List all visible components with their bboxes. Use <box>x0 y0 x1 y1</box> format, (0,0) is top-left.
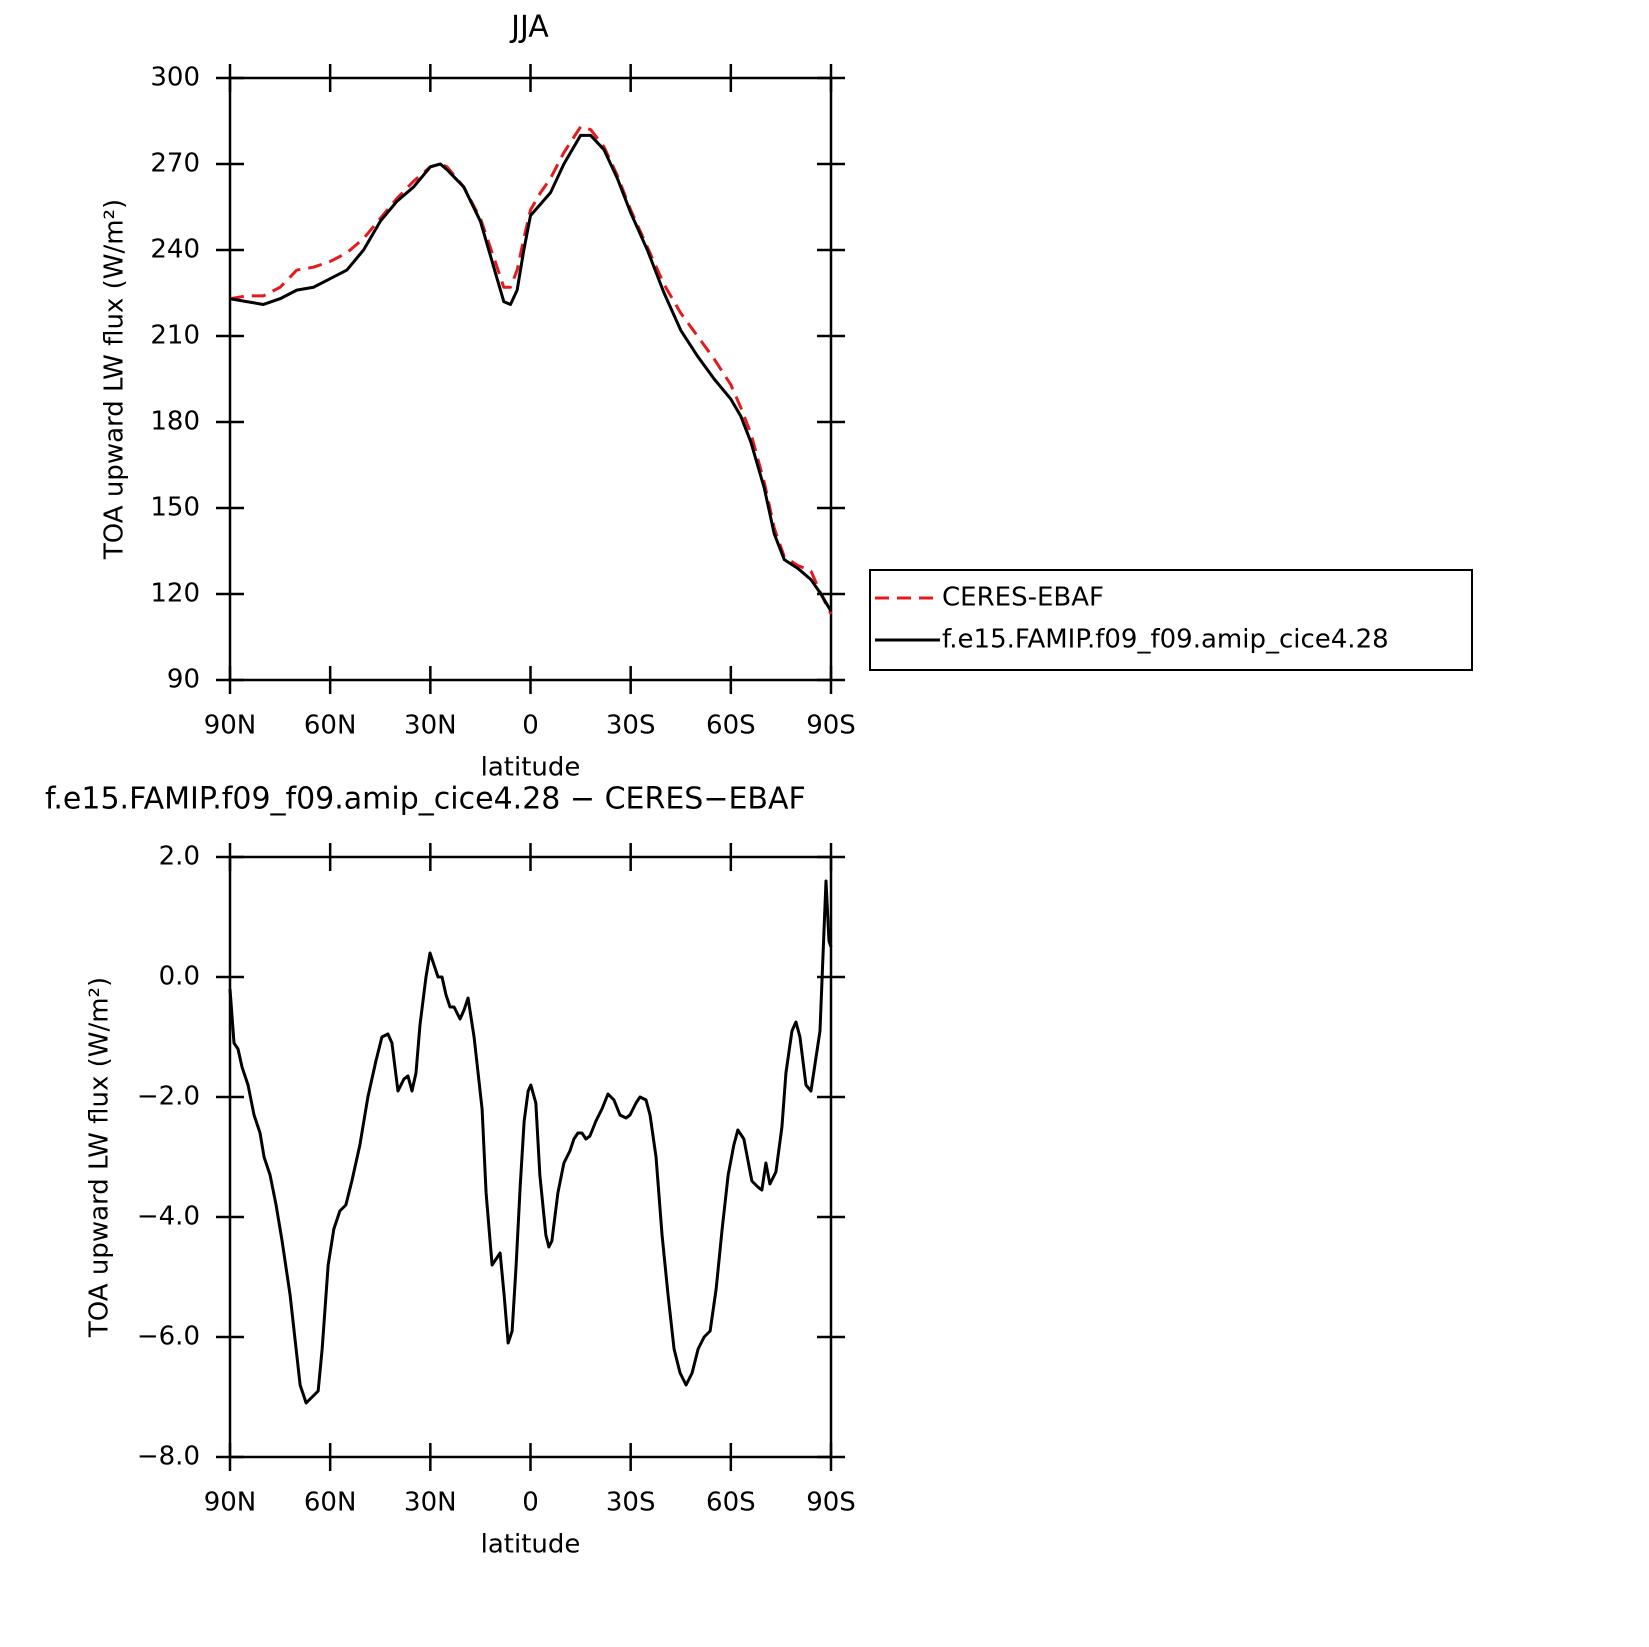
series-line <box>229 133 833 612</box>
series-line <box>229 125 833 615</box>
x-tick-label: 30S <box>606 1488 656 1518</box>
legend-box <box>869 569 1473 671</box>
y-tick-label: 150 <box>150 493 200 523</box>
legend-label: f.e15.FAMIP.f09_f09.amip_cice4.28 <box>942 625 1389 655</box>
chart-title: JJA <box>509 10 549 45</box>
y-tick-label: 0.0 <box>159 962 200 992</box>
y-tick-label: 270 <box>150 149 200 179</box>
x-tick-label: 30S <box>606 711 656 741</box>
y-axis-label: TOA upward LW flux (W/m²) <box>85 977 115 1338</box>
difference-line <box>228 879 833 1405</box>
y-tick-label: 90 <box>167 665 200 695</box>
x-tick-label: 60S <box>706 1488 756 1518</box>
y-tick-label: 120 <box>150 579 200 609</box>
x-tick-label: 30N <box>404 711 457 741</box>
x-tick-label: 0 <box>522 711 539 741</box>
x-tick-label: 0 <box>522 1488 539 1518</box>
y-tick-label: −8.0 <box>137 1442 200 1472</box>
chart-title: f.e15.FAMIP.f09_f09.amip_cice4.28 − CERE… <box>45 782 806 817</box>
y-tick-label: −6.0 <box>137 1322 200 1352</box>
y-tick-label: 210 <box>150 321 200 351</box>
x-tick-label: 60S <box>706 711 756 741</box>
x-tick-label: 60N <box>304 1488 357 1518</box>
x-tick-label: 60N <box>304 711 357 741</box>
y-tick-label: −4.0 <box>137 1202 200 1232</box>
legend-label: CERES-EBAF <box>942 583 1104 613</box>
x-tick-label: 90S <box>806 711 856 741</box>
plot-frame <box>228 855 833 1459</box>
x-tick-label: 30N <box>404 1488 457 1518</box>
x-tick-label: 90N <box>204 711 257 741</box>
y-tick-label: 2.0 <box>159 842 200 872</box>
x-tick-label: 90S <box>806 1488 856 1518</box>
plot-frame <box>228 76 833 682</box>
x-tick-label: 90N <box>204 1488 257 1518</box>
x-axis-label: latitude <box>481 753 581 783</box>
y-tick-label: −2.0 <box>137 1082 200 1112</box>
y-tick-label: 240 <box>150 235 200 265</box>
x-axis-label: latitude <box>481 1530 581 1560</box>
y-axis-label: TOA upward LW flux (W/m²) <box>100 199 130 560</box>
y-tick-label: 180 <box>150 407 200 437</box>
y-tick-label: 300 <box>150 63 200 93</box>
